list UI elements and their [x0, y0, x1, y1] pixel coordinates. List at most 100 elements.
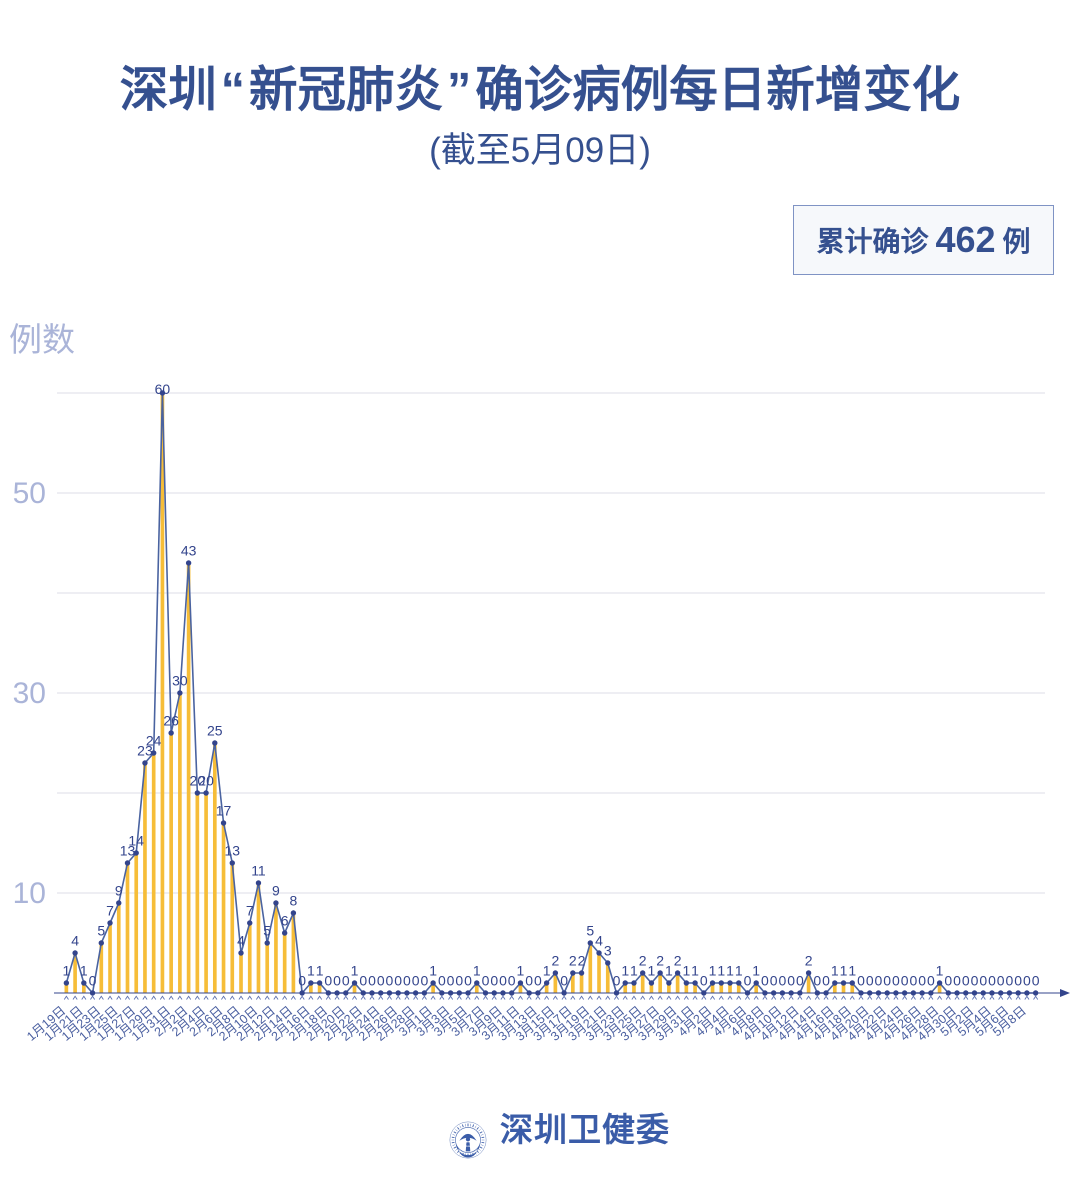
svg-text:0: 0: [394, 973, 402, 989]
svg-text:0: 0: [779, 973, 787, 989]
svg-text:0: 0: [499, 973, 507, 989]
svg-text:20: 20: [198, 773, 214, 789]
svg-text:7: 7: [106, 903, 114, 919]
svg-text:0: 0: [403, 973, 411, 989]
svg-text:1: 1: [473, 963, 481, 979]
svg-text:0: 0: [761, 973, 769, 989]
svg-text:0: 0: [744, 973, 752, 989]
svg-text:1: 1: [752, 963, 760, 979]
svg-text:0: 0: [813, 973, 821, 989]
svg-text:0: 0: [927, 973, 935, 989]
svg-text:2: 2: [578, 953, 586, 969]
svg-text:0: 0: [822, 973, 830, 989]
svg-text:0: 0: [447, 973, 455, 989]
svg-text:25: 25: [207, 723, 223, 739]
svg-text:0: 0: [386, 973, 394, 989]
svg-text:2: 2: [656, 953, 664, 969]
svg-text:30: 30: [13, 677, 46, 710]
svg-text:0: 0: [377, 973, 385, 989]
svg-text:1: 1: [717, 963, 725, 979]
svg-text:1: 1: [726, 963, 734, 979]
svg-text:5: 5: [97, 923, 105, 939]
svg-text:1: 1: [630, 963, 638, 979]
svg-text:0: 0: [944, 973, 952, 989]
svg-text:1: 1: [648, 963, 656, 979]
svg-text:4: 4: [71, 933, 79, 949]
svg-text:1: 1: [840, 963, 848, 979]
svg-text:0: 0: [490, 973, 498, 989]
svg-text:0: 0: [482, 973, 490, 989]
svg-text:10: 10: [13, 877, 46, 910]
svg-text:0: 0: [298, 973, 306, 989]
svg-text:0: 0: [892, 973, 900, 989]
svg-text:1: 1: [831, 963, 839, 979]
svg-text:1: 1: [62, 963, 70, 979]
svg-text:43: 43: [181, 543, 197, 559]
svg-text:0: 0: [1014, 973, 1022, 989]
svg-text:1: 1: [517, 963, 525, 979]
svg-text:0: 0: [333, 973, 341, 989]
svg-text:0: 0: [875, 973, 883, 989]
svg-text:0: 0: [464, 973, 472, 989]
svg-text:3: 3: [604, 943, 612, 959]
svg-text:0: 0: [909, 973, 917, 989]
svg-text:0: 0: [857, 973, 865, 989]
svg-text:2: 2: [674, 953, 682, 969]
svg-text:0: 0: [988, 973, 996, 989]
svg-text:0: 0: [883, 973, 891, 989]
svg-text:0: 0: [770, 973, 778, 989]
svg-text:0: 0: [1006, 973, 1014, 989]
svg-text:1: 1: [936, 963, 944, 979]
svg-text:2: 2: [569, 953, 577, 969]
svg-text:2: 2: [639, 953, 647, 969]
svg-text:6: 6: [281, 913, 289, 929]
svg-text:1: 1: [316, 963, 324, 979]
svg-text:0: 0: [359, 973, 367, 989]
svg-text:1: 1: [351, 963, 359, 979]
svg-text:0: 0: [971, 973, 979, 989]
svg-text:2: 2: [551, 953, 559, 969]
svg-text:13: 13: [224, 843, 240, 859]
svg-text:1: 1: [543, 963, 551, 979]
svg-text:0: 0: [953, 973, 961, 989]
svg-text:1: 1: [665, 963, 673, 979]
svg-text:0: 0: [342, 973, 350, 989]
svg-text:14: 14: [128, 833, 144, 849]
svg-text:5: 5: [263, 923, 271, 939]
svg-text:0: 0: [324, 973, 332, 989]
svg-text:26: 26: [163, 713, 179, 729]
svg-text:1: 1: [848, 963, 856, 979]
svg-text:1: 1: [691, 963, 699, 979]
svg-text:1: 1: [735, 963, 743, 979]
svg-text:60: 60: [155, 381, 171, 397]
svg-text:0: 0: [866, 973, 874, 989]
svg-text:0: 0: [1023, 973, 1031, 989]
svg-text:0: 0: [420, 973, 428, 989]
svg-text:0: 0: [455, 973, 463, 989]
svg-text:50: 50: [13, 477, 46, 510]
svg-text:24: 24: [146, 733, 162, 749]
svg-text:0: 0: [962, 973, 970, 989]
svg-text:0: 0: [525, 973, 533, 989]
svg-text:11: 11: [251, 863, 266, 879]
svg-text:0: 0: [613, 973, 621, 989]
svg-text:ZHS: ZHS: [466, 1146, 471, 1148]
svg-text:0: 0: [796, 973, 804, 989]
svg-text:0: 0: [89, 973, 97, 989]
svg-text:0: 0: [412, 973, 420, 989]
svg-text:0: 0: [534, 973, 542, 989]
svg-text:2: 2: [805, 953, 813, 969]
svg-text:9: 9: [115, 883, 123, 899]
svg-text:1: 1: [621, 963, 629, 979]
svg-text:0: 0: [901, 973, 909, 989]
svg-text:30: 30: [172, 673, 188, 689]
svg-text:1: 1: [429, 963, 437, 979]
svg-text:5: 5: [586, 923, 594, 939]
svg-text:0: 0: [368, 973, 376, 989]
svg-text:1: 1: [709, 963, 717, 979]
svg-text:0: 0: [918, 973, 926, 989]
svg-text:0: 0: [508, 973, 516, 989]
svg-text:17: 17: [216, 803, 232, 819]
svg-text:0: 0: [560, 973, 568, 989]
svg-text:0: 0: [979, 973, 987, 989]
